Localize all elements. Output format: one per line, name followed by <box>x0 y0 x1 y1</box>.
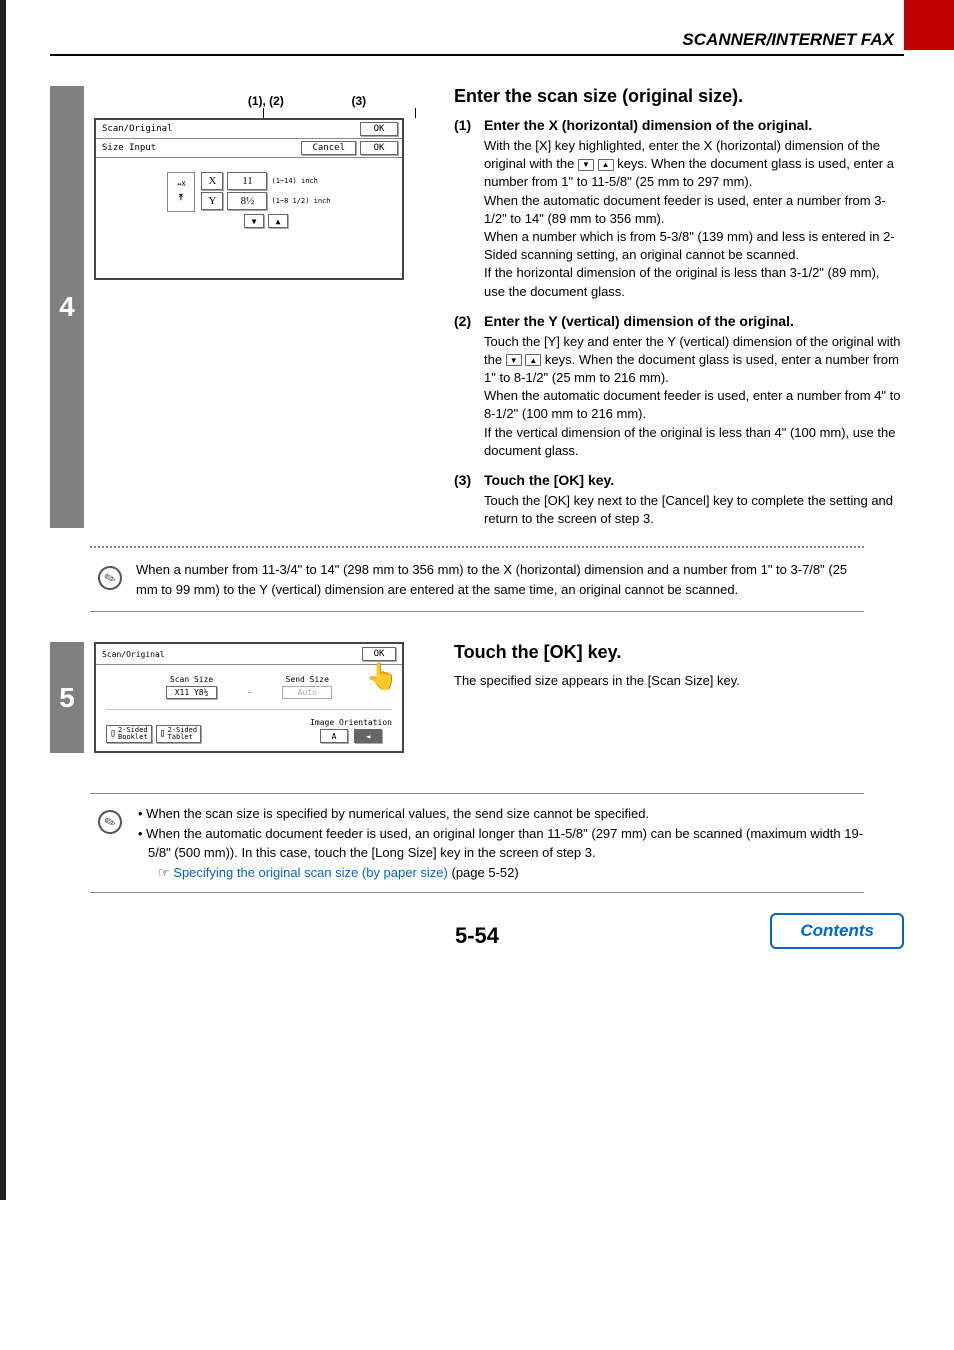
down-key[interactable]: ▼ <box>244 214 264 228</box>
x-range: (1~14) inch <box>271 178 317 185</box>
sub3-title: Touch the [OK] key. <box>484 472 614 488</box>
sub2-title: Enter the Y (vertical) dimension of the … <box>484 313 794 329</box>
send-size-label: Send Size <box>286 675 329 684</box>
x-key[interactable]: X <box>201 172 223 190</box>
callout-line <box>263 108 264 118</box>
link-prefix-icon: ☞ <box>158 865 170 880</box>
dashed-divider <box>90 546 864 548</box>
contents-button[interactable]: Contents <box>770 913 904 949</box>
down-icon: ▼ <box>578 159 594 171</box>
up-icon: ▲ <box>525 354 541 366</box>
two-sided-booklet[interactable]: ▯2-Sided Booklet <box>106 725 152 743</box>
lcd-panel-scan-original[interactable]: Scan/Original OK 👆 Scan Size X11 Y8½ ➡ <box>94 642 404 753</box>
sub3-body: Touch the [OK] key next to the [Cancel] … <box>484 492 904 528</box>
down-icon: ▼ <box>506 354 522 366</box>
up-icon: ▲ <box>598 159 614 171</box>
up-key[interactable]: ▲ <box>268 214 288 228</box>
divider <box>90 611 864 612</box>
two-sided-tablet[interactable]: ▯2-Sided Tablet <box>156 725 202 743</box>
lcd-panel-size-input[interactable]: Scan/Original OK Size Input Cancel OK <box>94 118 404 280</box>
step-number-4: 4 <box>50 86 84 528</box>
step5-body: The specified size appears in the [Scan … <box>454 673 904 688</box>
link-page-ref: (page 5-52) <box>448 865 519 880</box>
scan-size-label: Scan Size <box>170 675 213 684</box>
note1: When a number from 11-3/4" to 14" (298 m… <box>130 560 864 599</box>
link-specifying-scan-size[interactable]: Specifying the original scan size (by pa… <box>173 865 448 880</box>
y-value: 8½ <box>227 192 267 210</box>
orientation-portrait[interactable]: A <box>320 729 348 743</box>
step4-title: Enter the scan size (original size). <box>454 86 904 107</box>
orientation-label: Image Orientation <box>310 718 392 727</box>
arrow-icon: ➡ <box>247 688 252 699</box>
scan-size-value[interactable]: X11 Y8½ <box>166 686 218 699</box>
sub1-num: (1) <box>454 117 484 133</box>
step-number-5: 5 <box>50 642 84 753</box>
ok-button-top[interactable]: OK <box>360 122 398 136</box>
y-range: (1~8 1/2) inch <box>271 198 330 205</box>
sub2-body: Touch the [Y] key and enter the Y (verti… <box>484 333 904 460</box>
x-value: 11 <box>227 172 267 190</box>
callouts: (1), (2) (3) <box>94 94 434 108</box>
step5-title: Touch the [OK] key. <box>454 642 904 663</box>
lcd-title: Scan/Original <box>96 120 356 138</box>
hand-icon: 👆 <box>366 662 398 692</box>
cancel-button[interactable]: Cancel <box>301 141 356 155</box>
sub3-num: (3) <box>454 472 484 488</box>
note-icon: ✎ <box>95 563 126 594</box>
lcd-subtitle: Size Input <box>96 139 297 157</box>
sub1-body: With the [X] key highlighted, enter the … <box>484 137 904 301</box>
side-rule <box>0 0 6 1200</box>
note2-bullet1: • When the scan size is specified by num… <box>136 804 864 824</box>
red-corner <box>904 0 954 50</box>
ok-button[interactable]: OK <box>360 141 398 155</box>
section-header: SCANNER/INTERNET FAX <box>50 30 904 50</box>
lcd2-title: Scan/Original <box>102 650 165 659</box>
note2-bullet2: • When the automatic document feeder is … <box>136 824 864 863</box>
divider <box>50 54 904 56</box>
send-size-value: Auto <box>282 686 332 699</box>
orientation-landscape[interactable]: ◄ <box>354 729 382 743</box>
ok-button[interactable]: OK <box>362 647 396 661</box>
sub1-title: Enter the X (horizontal) dimension of th… <box>484 117 812 133</box>
callout-line <box>415 108 416 118</box>
note-icon: ✎ <box>95 807 126 838</box>
orientation-icon: ↔X ⇤ <box>167 172 195 212</box>
sub2-num: (2) <box>454 313 484 329</box>
y-key[interactable]: Y <box>201 192 223 210</box>
